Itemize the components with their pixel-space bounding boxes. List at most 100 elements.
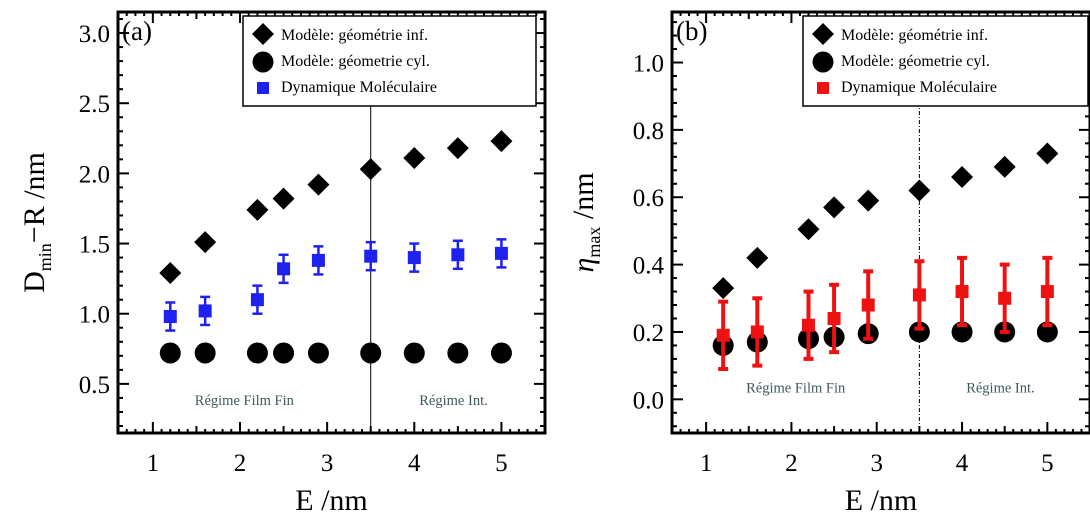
diamond-point <box>307 173 330 196</box>
chart-panel-b: 1 2 3 4 5 0.0 0.2 0.4 0.6 0.8 1.0 Régime Film Fin Ré… <box>567 10 1090 517</box>
y-tick-label: 1.5 <box>79 232 110 259</box>
legend-circle-icon <box>812 51 834 73</box>
x-tick-label: 4 <box>408 450 421 477</box>
regime-label: Régime Film Fin <box>746 381 846 397</box>
regime-label: Régime Int. <box>966 381 1034 397</box>
legend-entry: Modèle: géometrie cyl. <box>841 53 990 70</box>
y-axis-title-sub: min <box>35 243 55 271</box>
y-axis-title-sub: max <box>584 227 604 258</box>
diamond-point <box>857 189 880 212</box>
diamond-point <box>446 137 469 160</box>
legend-circle-icon <box>252 51 274 73</box>
square-point <box>407 251 421 265</box>
y-axis-title: ηmax /nm <box>567 172 604 272</box>
y-axis-title-rest: −R /nm <box>18 152 51 243</box>
diamond-point <box>1036 142 1059 165</box>
y-tick-label: 1.0 <box>633 51 664 78</box>
diamond-point <box>490 130 513 153</box>
diamond-point <box>908 179 931 202</box>
square-point <box>716 328 730 342</box>
circle-point <box>159 342 181 364</box>
square-point <box>494 246 508 260</box>
legend-entry: Dynamique Moléculaire <box>841 79 997 96</box>
square-point <box>364 249 378 263</box>
legend-box <box>242 15 537 107</box>
x-tick-label: 3 <box>870 450 883 477</box>
circle-point <box>447 342 469 364</box>
square-point <box>163 310 177 324</box>
circle-point <box>951 321 973 343</box>
x-tick-label: 2 <box>785 450 798 477</box>
square-point <box>451 248 465 262</box>
diamond-point <box>403 146 426 169</box>
x-tick-label: 2 <box>234 450 247 477</box>
y-axis-title-main: η <box>567 258 600 273</box>
square-point <box>912 288 926 302</box>
legend-entry: Dynamique Moléculaire <box>281 79 437 96</box>
diamond-point <box>194 231 217 254</box>
x-tick-label: 1 <box>147 450 160 477</box>
circle-point <box>1036 321 1058 343</box>
circle-point <box>273 342 295 364</box>
diamond-point <box>993 155 1016 178</box>
diamond-point <box>951 166 974 189</box>
diamond-point <box>797 218 820 241</box>
legend-entry: Modèle: géometrie cyl. <box>281 53 430 70</box>
diamond-point <box>359 158 382 181</box>
panel-label: (b) <box>676 16 707 46</box>
square-point <box>311 253 325 267</box>
x-tick-label: 5 <box>495 450 508 477</box>
y-tick-label: 2.5 <box>79 91 110 118</box>
x-tick-label: 5 <box>1041 450 1054 477</box>
diamond-point <box>746 246 769 269</box>
circle-point <box>360 342 382 364</box>
diamond-point <box>712 277 735 300</box>
chart-panel-a: 1 2 3 4 5 0.5 1.0 1.5 2.0 2.5 3.0 Régime Film Fin Ré… <box>18 10 547 517</box>
legend-entry: Modèle: géométrie inf. <box>841 27 988 44</box>
diamond-point <box>823 196 846 219</box>
legend-square-icon <box>817 82 829 94</box>
square-point <box>250 293 264 307</box>
panel-label: (a) <box>122 16 152 46</box>
y-tick-label: 0.5 <box>79 372 110 399</box>
legend: Modèle: géométrie inf. Modèle: géometrie … <box>242 15 537 107</box>
diamond-point <box>246 198 269 221</box>
legend: Modèle: géométrie inf. Modèle: géometrie … <box>802 15 1089 107</box>
plot-frame <box>670 10 1090 435</box>
y-axis-title: Dmin−R /nm <box>18 152 55 293</box>
square-point <box>955 285 969 299</box>
diamond-point <box>159 262 182 285</box>
plot-frame <box>116 10 547 435</box>
y-tick-label: 0.0 <box>633 387 664 414</box>
circle-point <box>246 342 268 364</box>
y-tick-label: 1.0 <box>79 302 110 329</box>
y-tick-label: 3.0 <box>79 21 110 48</box>
square-point <box>861 298 875 312</box>
y-tick-label: 0.4 <box>633 253 665 280</box>
square-point <box>801 318 815 332</box>
square-point <box>750 325 764 339</box>
diamond-point <box>272 187 295 210</box>
legend-entry: Modèle: géométrie inf. <box>281 27 428 44</box>
circle-point <box>194 342 216 364</box>
legend-square-icon <box>257 82 269 94</box>
square-point <box>998 291 1012 305</box>
legend-box <box>802 15 1089 107</box>
y-tick-label: 0.6 <box>633 185 664 212</box>
y-axis-title-rest: /nm <box>567 172 600 226</box>
square-point <box>827 311 841 325</box>
circle-point <box>403 342 425 364</box>
x-axis-title: E /nm <box>845 484 918 517</box>
square-point <box>1040 285 1054 299</box>
x-tick-label: 3 <box>321 450 334 477</box>
square-point <box>198 304 212 318</box>
y-tick-label: 0.2 <box>633 320 664 347</box>
regime-label: Régime Film Fin <box>195 393 295 409</box>
regime-label: Régime Int. <box>419 393 487 409</box>
y-tick-label: 0.8 <box>633 118 664 145</box>
circle-point <box>908 321 930 343</box>
y-axis-title-main: D <box>18 271 51 293</box>
circle-point <box>307 342 329 364</box>
